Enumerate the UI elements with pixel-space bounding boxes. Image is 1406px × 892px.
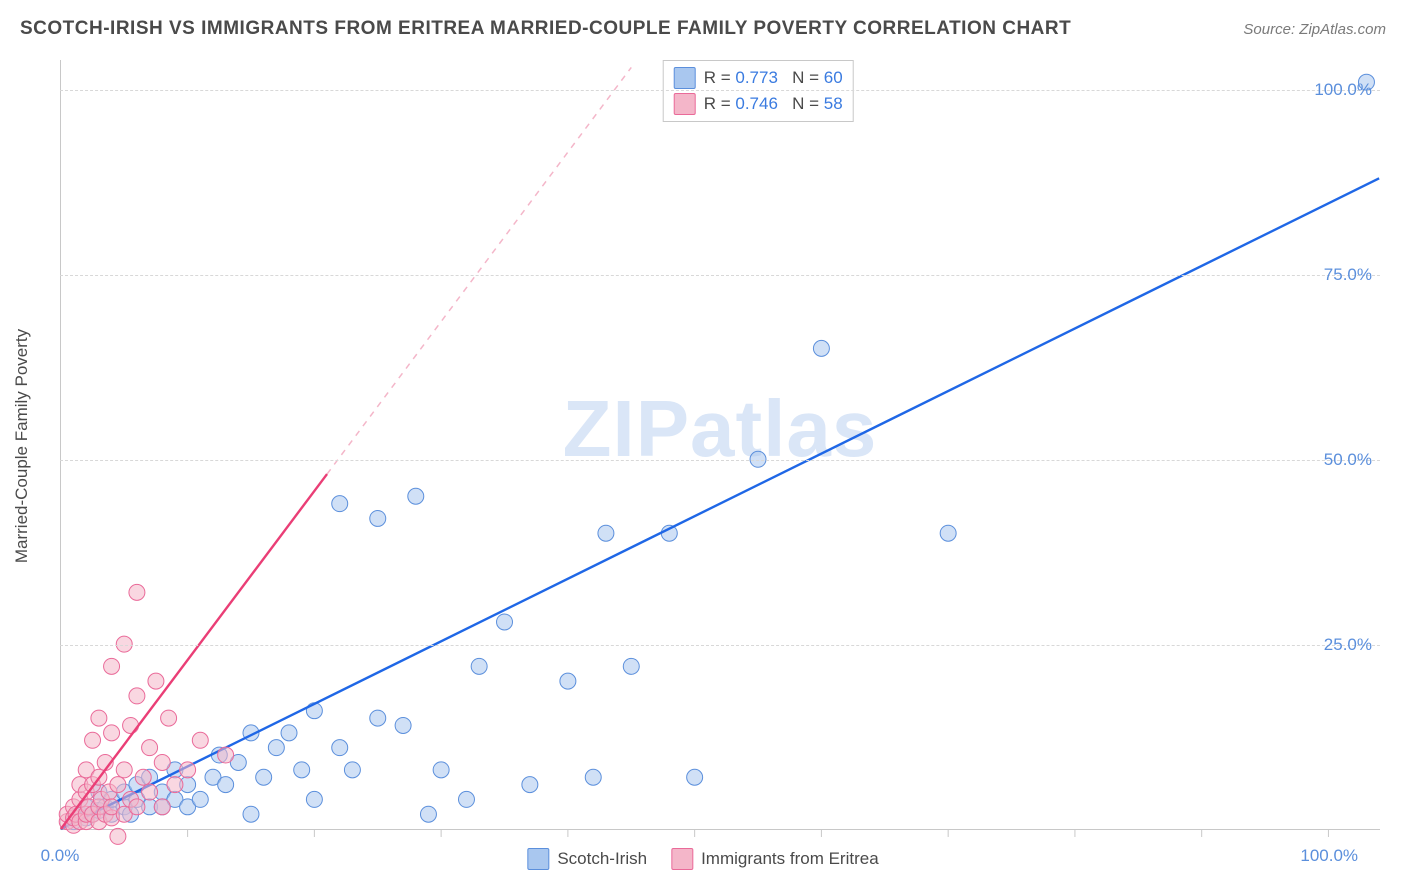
data-point bbox=[154, 799, 170, 815]
data-point bbox=[135, 769, 151, 785]
data-point bbox=[218, 747, 234, 763]
data-point bbox=[129, 688, 145, 704]
data-point bbox=[129, 584, 145, 600]
data-point bbox=[218, 777, 234, 793]
legend-n-1: 58 bbox=[824, 94, 843, 113]
legend-bottom-label-0: Scotch-Irish bbox=[557, 849, 647, 869]
data-point bbox=[104, 658, 120, 674]
chart-container: SCOTCH-IRISH VS IMMIGRANTS FROM ERITREA … bbox=[0, 0, 1406, 892]
chart-title: SCOTCH-IRISH VS IMMIGRANTS FROM ERITREA … bbox=[20, 18, 1071, 40]
y-tick-label: 25.0% bbox=[1324, 635, 1372, 655]
legend-bottom: Scotch-Irish Immigrants from Eritrea bbox=[527, 846, 878, 872]
data-point bbox=[243, 806, 259, 822]
gridline-h bbox=[60, 645, 1380, 646]
data-point bbox=[142, 784, 158, 800]
data-point bbox=[370, 710, 386, 726]
legend-bottom-item-1: Immigrants from Eritrea bbox=[671, 846, 879, 872]
data-point bbox=[123, 717, 139, 733]
data-point bbox=[471, 658, 487, 674]
data-point bbox=[142, 740, 158, 756]
title-bar: SCOTCH-IRISH VS IMMIGRANTS FROM ERITREA … bbox=[20, 18, 1386, 40]
data-point bbox=[116, 762, 132, 778]
legend-top-row-0: R = 0.773 N = 60 bbox=[674, 65, 843, 91]
data-point bbox=[180, 762, 196, 778]
data-point bbox=[268, 740, 284, 756]
trend-line bbox=[61, 474, 327, 829]
legend-bottom-item-0: Scotch-Irish bbox=[527, 846, 647, 872]
data-point bbox=[560, 673, 576, 689]
legend-r-0: 0.773 bbox=[735, 68, 778, 87]
data-point bbox=[256, 769, 272, 785]
data-point bbox=[294, 762, 310, 778]
data-point bbox=[344, 762, 360, 778]
data-point bbox=[161, 710, 177, 726]
data-point bbox=[167, 777, 183, 793]
data-point bbox=[104, 725, 120, 741]
data-point bbox=[497, 614, 513, 630]
data-point bbox=[85, 732, 101, 748]
data-point bbox=[585, 769, 601, 785]
legend-top-row-1: R = 0.746 N = 58 bbox=[674, 91, 843, 117]
y-tick-label: 50.0% bbox=[1324, 450, 1372, 470]
legend-bottom-swatch-1 bbox=[671, 848, 693, 870]
gridline-h bbox=[60, 275, 1380, 276]
x-origin-label: 0.0% bbox=[41, 846, 80, 866]
y-tick-label: 75.0% bbox=[1324, 265, 1372, 285]
source-name: ZipAtlas.com bbox=[1299, 21, 1386, 38]
data-point bbox=[192, 791, 208, 807]
data-point bbox=[420, 806, 436, 822]
data-point bbox=[281, 725, 297, 741]
data-point bbox=[148, 673, 164, 689]
data-point bbox=[332, 496, 348, 512]
data-point bbox=[154, 754, 170, 770]
legend-top: R = 0.773 N = 60 R = 0.746 N = 58 bbox=[663, 60, 854, 122]
y-axis-title: Married-Couple Family Poverty bbox=[12, 329, 32, 563]
data-point bbox=[129, 799, 145, 815]
data-point bbox=[110, 777, 126, 793]
plot-area: ZIPatlas R = 0.773 N = 60 R = 0.746 N = … bbox=[60, 60, 1380, 830]
legend-bottom-label-1: Immigrants from Eritrea bbox=[701, 849, 879, 869]
legend-n-0: 60 bbox=[824, 68, 843, 87]
trend-line-ext bbox=[327, 67, 631, 474]
data-point bbox=[306, 791, 322, 807]
chart-svg bbox=[60, 60, 1380, 829]
trend-line bbox=[61, 178, 1379, 829]
data-point bbox=[192, 732, 208, 748]
y-tick-label: 100.0% bbox=[1314, 80, 1372, 100]
gridline-h bbox=[60, 90, 1380, 91]
data-point bbox=[395, 717, 411, 733]
data-point bbox=[370, 510, 386, 526]
data-point bbox=[598, 525, 614, 541]
legend-bottom-swatch-0 bbox=[527, 848, 549, 870]
legend-swatch-0 bbox=[674, 67, 696, 89]
data-point bbox=[458, 791, 474, 807]
data-point bbox=[813, 340, 829, 356]
data-point bbox=[940, 525, 956, 541]
legend-swatch-1 bbox=[674, 93, 696, 115]
data-point bbox=[522, 777, 538, 793]
source-label: Source: ZipAtlas.com bbox=[1243, 21, 1386, 38]
gridline-h bbox=[60, 460, 1380, 461]
data-point bbox=[433, 762, 449, 778]
data-point bbox=[110, 828, 126, 844]
data-point bbox=[623, 658, 639, 674]
x-end-label: 100.0% bbox=[1300, 846, 1358, 866]
data-point bbox=[687, 769, 703, 785]
data-point bbox=[408, 488, 424, 504]
data-point bbox=[91, 710, 107, 726]
data-point bbox=[332, 740, 348, 756]
legend-r-1: 0.746 bbox=[735, 94, 778, 113]
